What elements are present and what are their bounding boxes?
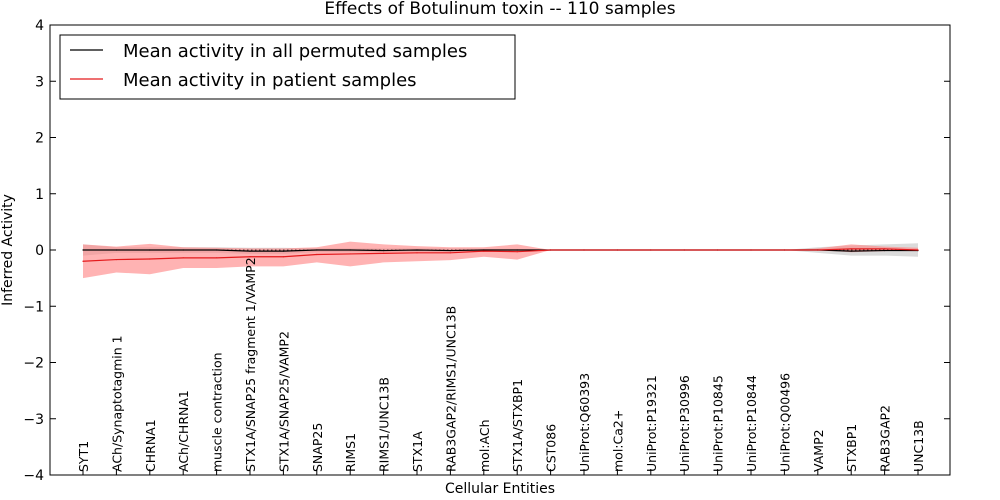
x-tick-label: CST086	[544, 424, 559, 472]
point-series-1-12	[483, 250, 485, 252]
x-tick-label: STXBP1	[844, 424, 859, 472]
point-series-0-7	[316, 249, 318, 251]
y-axis-label: Inferred Activity	[0, 194, 16, 306]
point-series-0-3	[182, 249, 184, 251]
point-series-0-24	[884, 249, 886, 252]
y-tick-label: 0	[35, 243, 44, 259]
legend-label-patient: Mean activity in patient samples	[123, 70, 417, 91]
x-tick-label: RAB3GAP2	[878, 405, 893, 472]
y-tick-label: 1	[35, 187, 44, 203]
point-series-1-17	[650, 249, 652, 251]
x-axis-label: Cellular Entities	[445, 481, 555, 497]
point-series-1-15	[583, 249, 585, 251]
y-axis: −4 −3 −2 −1 0 1 2 3 4	[23, 18, 950, 484]
point-series-1-0	[82, 260, 84, 262]
x-tick-label: RAB3GAP2/RIMS1/UNC13B	[443, 306, 458, 472]
point-series-1-6	[282, 256, 284, 258]
x-tick-label: UniProt:P19321	[644, 375, 659, 472]
x-tick-label: CHRNA1	[143, 419, 158, 472]
point-series-1-11	[449, 252, 451, 254]
y-tick-label: 2	[35, 131, 44, 147]
point-series-0-5	[249, 250, 251, 252]
point-series-0-1	[115, 249, 117, 251]
point-series-0-11	[449, 249, 451, 252]
x-tick-label: mol:Ca2+	[610, 410, 625, 472]
point-series-0-6	[282, 250, 284, 252]
point-series-1-1	[115, 258, 117, 261]
x-tick-label: UniProt:P10845	[711, 375, 726, 472]
point-series-1-22	[817, 249, 819, 251]
point-series-1-3	[182, 257, 184, 259]
point-series-1-10	[416, 252, 418, 254]
point-series-1-14	[550, 249, 552, 251]
point-series-0-13	[516, 249, 518, 251]
y-tick-label: −3	[23, 412, 44, 428]
point-series-0-9	[383, 249, 385, 252]
x-tick-label: UniProt:P30996	[677, 375, 692, 472]
x-tick-label: UNC13B	[911, 420, 926, 472]
x-tick-labels: SYT1 ACh/Synaptotagmin 1 CHRNA1 ACh/CHRNA1 m…	[76, 257, 926, 475]
point-series-1-7	[316, 253, 318, 256]
point-series-0-8	[349, 249, 351, 251]
chart-title: Effects of Botulinum toxin -- 110 sample…	[324, 0, 675, 19]
y-tick-label: 3	[35, 74, 44, 90]
point-series-1-9	[383, 252, 385, 254]
x-tick-label: SNAP25	[310, 423, 325, 472]
y-tick-label: −4	[23, 468, 44, 484]
point-series-0-23	[850, 250, 852, 252]
x-tick-label: UniProt:Q60393	[577, 373, 592, 472]
x-tick-label: STX1A/SNAP25 fragment 1/VAMP2	[243, 257, 258, 472]
legend-label-permuted: Mean activity in all permuted samples	[123, 41, 467, 62]
y-tick-label: 4	[35, 18, 44, 34]
point-series-1-5	[249, 256, 251, 258]
x-tick-label: SYT1	[76, 441, 91, 472]
y-tick-label: −2	[23, 356, 44, 372]
x-tick-label: UniProt:P10844	[744, 375, 759, 472]
point-series-1-21	[783, 249, 786, 251]
point-series-0-10	[416, 249, 418, 251]
x-tick-label: UniProt:Q00496	[777, 373, 792, 472]
x-tick-label: RIMS1	[343, 433, 358, 472]
legend-box	[59, 34, 516, 100]
y-tick-label: −1	[23, 299, 44, 315]
point-series-1-16	[616, 249, 619, 251]
x-tick-label: STX1A/STXBP1	[510, 379, 525, 472]
point-series-1-18	[683, 249, 685, 251]
line-series-1	[82, 248, 919, 262]
series-lines	[82, 248, 919, 262]
point-series-0-12	[483, 249, 485, 251]
x-tick-label: ACh/CHRNA1	[176, 390, 191, 472]
point-series-1-23	[850, 248, 852, 250]
point-series-0-4	[216, 249, 218, 251]
x-tick-label: STX1A	[410, 431, 425, 472]
x-tick-label: RIMS1/UNC13B	[377, 377, 392, 472]
point-series-1-13	[516, 251, 518, 253]
point-series-1-24	[884, 248, 886, 250]
point-series-0-0	[82, 249, 84, 251]
point-series-1-19	[717, 249, 719, 251]
point-series-0-2	[149, 249, 151, 251]
x-tick-label: STX1A/SNAP25/VAMP2	[276, 331, 291, 472]
point-series-1-2	[149, 258, 151, 260]
point-series-1-20	[750, 249, 752, 251]
point-series-1-8	[349, 253, 351, 255]
x-tick-label: mol:ACh	[477, 420, 492, 473]
x-tick-label: ACh/Synaptotagmin 1	[109, 335, 124, 472]
point-series-1-4	[216, 257, 218, 259]
point-series-1-25	[917, 249, 919, 251]
legend: Mean activity in all permuted samples Me…	[59, 34, 516, 100]
x-tick-label: muscle contraction	[210, 352, 225, 472]
x-tick-label: VAMP2	[811, 429, 826, 472]
